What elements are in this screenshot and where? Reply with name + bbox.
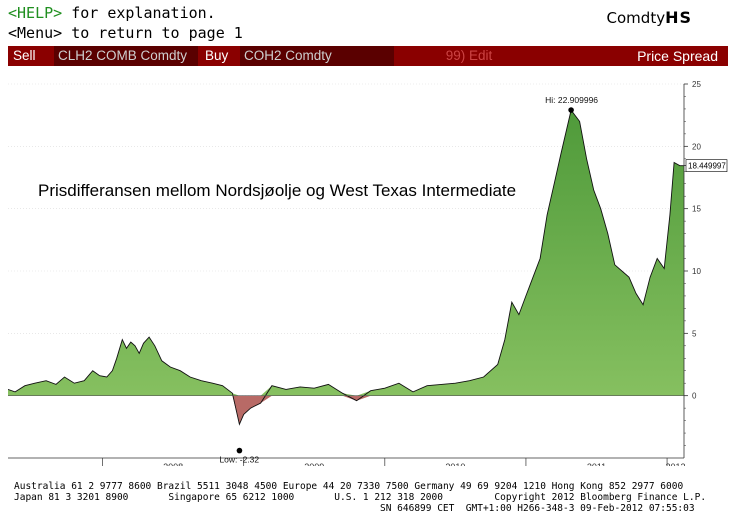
buy-security-field[interactable]: COH2 Comdty (240, 46, 394, 66)
low-marker (236, 447, 243, 454)
y-tick-label: 5 (692, 329, 697, 338)
year-label: 2011 (587, 462, 606, 466)
positive-area (8, 110, 684, 396)
high-marker (568, 107, 574, 113)
y-tick-label: 20 (692, 142, 701, 151)
last-value-box (685, 159, 728, 172)
spread-chart[interactable]: 25 20 15 10 5 0 2008 2009 2010 2011 2012 Prisdiff… (8, 66, 728, 466)
edit-button[interactable]: 99) Edit (445, 48, 493, 63)
sell-security-field[interactable]: CLH2 COMB Comdty (54, 46, 198, 66)
footer-session-info: SN 646899 CET GMT+1:00 H266-348-3 09-Feb… (380, 503, 695, 514)
year-label: 2008 (163, 462, 183, 466)
command-bar: Sell CLH2 COMB Comdty Buy COH2 Comdty 99… (8, 46, 728, 66)
negative-area (8, 395, 684, 425)
y-tick-label: 10 (692, 267, 701, 276)
ticker-code: ComdtyHS (607, 8, 692, 27)
y-tick-label: 15 (692, 205, 701, 214)
help-text: for explanation. (62, 4, 216, 22)
function-code: HS (665, 8, 692, 27)
footer-contacts-2: Japan 81 3 3201 8900 Singapore 65 6212 1… (14, 492, 707, 503)
x-axis-labels: 2008 2009 2010 2011 2012 (102, 458, 686, 466)
year-label: 2012 (666, 462, 686, 466)
high-label: Hi: 22.909996 (545, 95, 598, 105)
ticker-prefix: Comdty (606, 9, 666, 27)
help-key[interactable]: <HELP> (8, 4, 63, 22)
year-label: 2009 (304, 462, 324, 466)
spread-line (8, 109, 684, 426)
low-label: Low: -2.32 (219, 455, 259, 465)
menu-hint: <Menu> to return to page 1 (8, 24, 243, 42)
year-label: 2010 (445, 462, 465, 466)
buy-label: Buy (205, 48, 229, 63)
y-tick-label: 25 (692, 80, 701, 89)
last-value-label: 18.449997 (688, 162, 726, 171)
help-hint: <HELP> for explanation. (8, 4, 216, 22)
y-axis-ticks: 25 20 15 10 5 0 (684, 80, 701, 446)
y-tick-label: 0 (692, 392, 697, 401)
screen-title: Price Spread (637, 48, 718, 64)
footer-contacts-1: Australia 61 2 9777 8600 Brazil 5511 304… (14, 481, 684, 492)
sell-label: Sell (13, 48, 36, 63)
chart-area[interactable]: 25 20 15 10 5 0 2008 2009 2010 2011 2012 Prisdiff… (8, 66, 728, 466)
chart-title: Prisdifferansen mellom Nordsjøolje og We… (38, 181, 516, 200)
